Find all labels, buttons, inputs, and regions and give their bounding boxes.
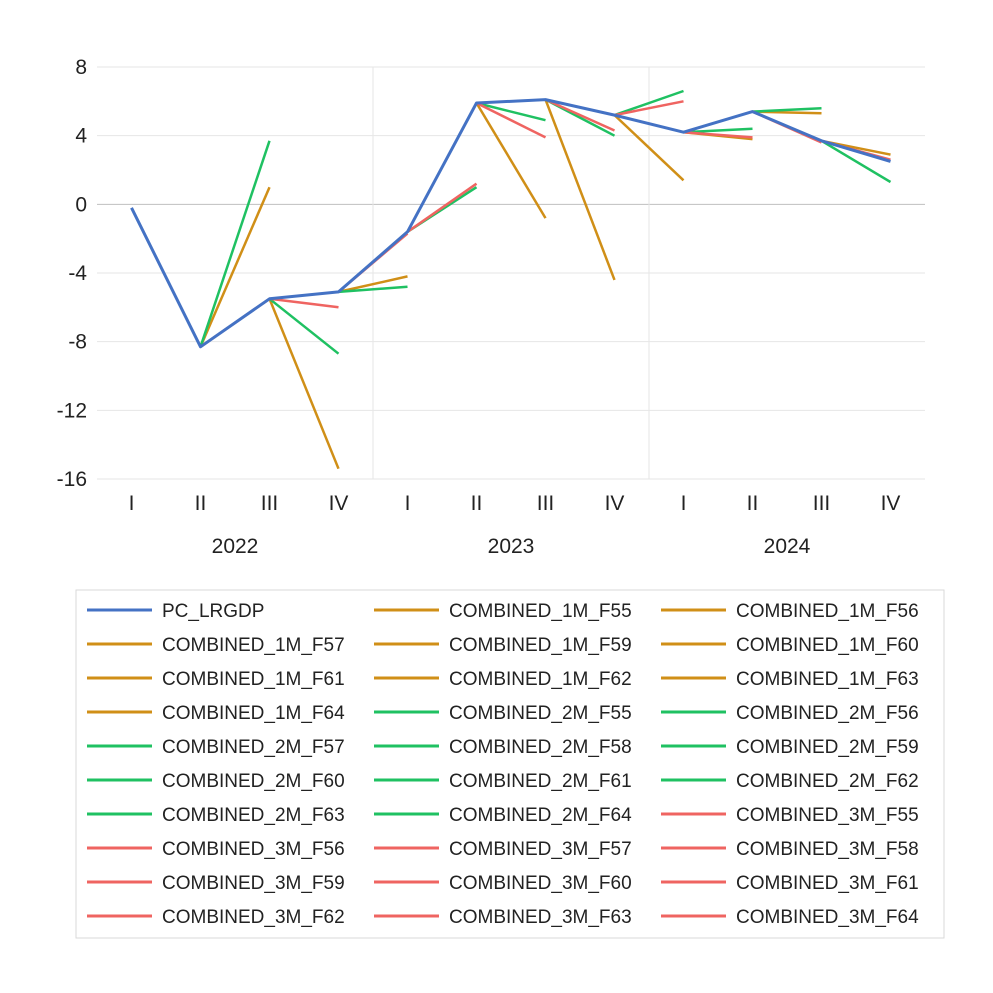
legend-label: COMBINED_2M_F56 [736,703,919,724]
y-tick-label: 8 [75,56,87,79]
legend-label: COMBINED_3M_F56 [162,839,345,860]
legend-label: COMBINED_3M_F61 [736,873,919,894]
series-line-combined_2m_f56 [268,297,340,355]
legend-label: COMBINED_2M_F62 [736,771,919,792]
y-tick-label: -8 [68,331,87,354]
legend-label: COMBINED_1M_F55 [449,601,632,622]
legend-label: COMBINED_1M_F59 [449,635,632,656]
series-line-combined_2m_f57 [338,285,408,294]
y-tick-label: -16 [57,468,87,491]
x-tick-label: III [813,492,831,515]
series-line-combined_2m_f55 [199,140,271,348]
x-tick-label: IV [881,492,901,515]
series-line-combined_1m_f61 [613,114,685,182]
legend-label: COMBINED_1M_F63 [736,669,919,690]
legend-label: COMBINED_2M_F63 [162,805,345,826]
y-axis-ticks: 8 4 0 -4 -8 -12 -16 [57,56,88,491]
legend-label: COMBINED_3M_F55 [736,805,919,826]
series-line-combined_3m_f56 [269,297,339,309]
legend-label: COMBINED_2M_F61 [449,771,632,792]
series-lines [130,89,892,470]
series-line-combined_3m_f62 [683,130,753,139]
legend-label: COMBINED_1M_F56 [736,601,919,622]
x-tick-label: IV [329,492,349,515]
legend-label: COMBINED_2M_F59 [736,737,919,758]
y-tick-label: 0 [75,193,87,216]
series-line-combined_2m_f63 [752,106,822,113]
legend-label: COMBINED_2M_F64 [449,805,632,826]
legend-label: COMBINED_3M_F60 [449,873,632,894]
series-line-combined_3m_f60 [544,98,616,132]
series-line-combined_2m_f64 [820,139,892,184]
legend-label: COMBINED_3M_F64 [736,907,919,928]
x-tick-label: I [129,492,135,515]
series-line-combined_2m_f59 [476,101,546,122]
gridlines [97,66,925,480]
legend-box [75,589,945,939]
x-tick-label: I [405,492,411,515]
legend-label: COMBINED_1M_F57 [162,635,345,656]
legend-label: COMBINED_3M_F63 [449,907,632,928]
x-tick-label: II [747,492,759,515]
series-line-combined_1m_f56 [268,298,340,470]
x-tick-label: III [261,492,279,515]
x-tick-label: III [537,492,555,515]
series-line-combined_2m_f62 [683,127,753,134]
legend-label: COMBINED_1M_F60 [736,635,919,656]
legend-label: COMBINED_2M_F55 [449,703,632,724]
x-tick-label: II [195,492,207,515]
series-line-combined_1m_f57 [338,275,408,294]
y-tick-label: -4 [68,262,87,285]
x-tick-label: I [681,492,687,515]
x-tick-label: IV [605,492,625,515]
series-line-combined_1m_f60 [544,99,616,281]
legend-label: COMBINED_3M_F58 [736,839,919,860]
legend-label: COMBINED_3M_F62 [162,907,345,928]
series-line-combined_2m_f61 [614,89,684,117]
y-tick-label: 4 [75,125,87,148]
legend-label: COMBINED_2M_F60 [162,771,345,792]
series-line-combined_1m_f55 [199,186,271,348]
series-line-combined_3m_f59 [475,101,547,139]
legend: PC_LRGDP COMBINED_1M_F55 COMBINED_1M_F56 CO… [87,601,919,928]
year-label: 2023 [488,535,535,558]
legend-label: PC_LRGDP [162,601,264,622]
legend-label: COMBINED_1M_F62 [449,669,632,690]
series-line-combined_3m_f61 [614,100,684,117]
legend-label: COMBINED_2M_F58 [449,737,632,758]
y-tick-label: -12 [57,399,87,422]
legend-label: COMBINED_3M_F59 [162,873,345,894]
series-line-combined_1m_f59 [475,102,547,219]
legend-label: COMBINED_3M_F57 [449,839,632,860]
series-line-pc_lrgdp [130,98,891,349]
year-label: 2024 [764,535,811,558]
x-tick-label: II [471,492,483,515]
legend-label: COMBINED_1M_F64 [162,703,345,724]
legend-label: COMBINED_1M_F61 [162,669,345,690]
series-line-combined_3m_f58 [406,182,478,233]
year-label: 2022 [212,535,259,558]
legend-label: COMBINED_2M_F57 [162,737,345,758]
